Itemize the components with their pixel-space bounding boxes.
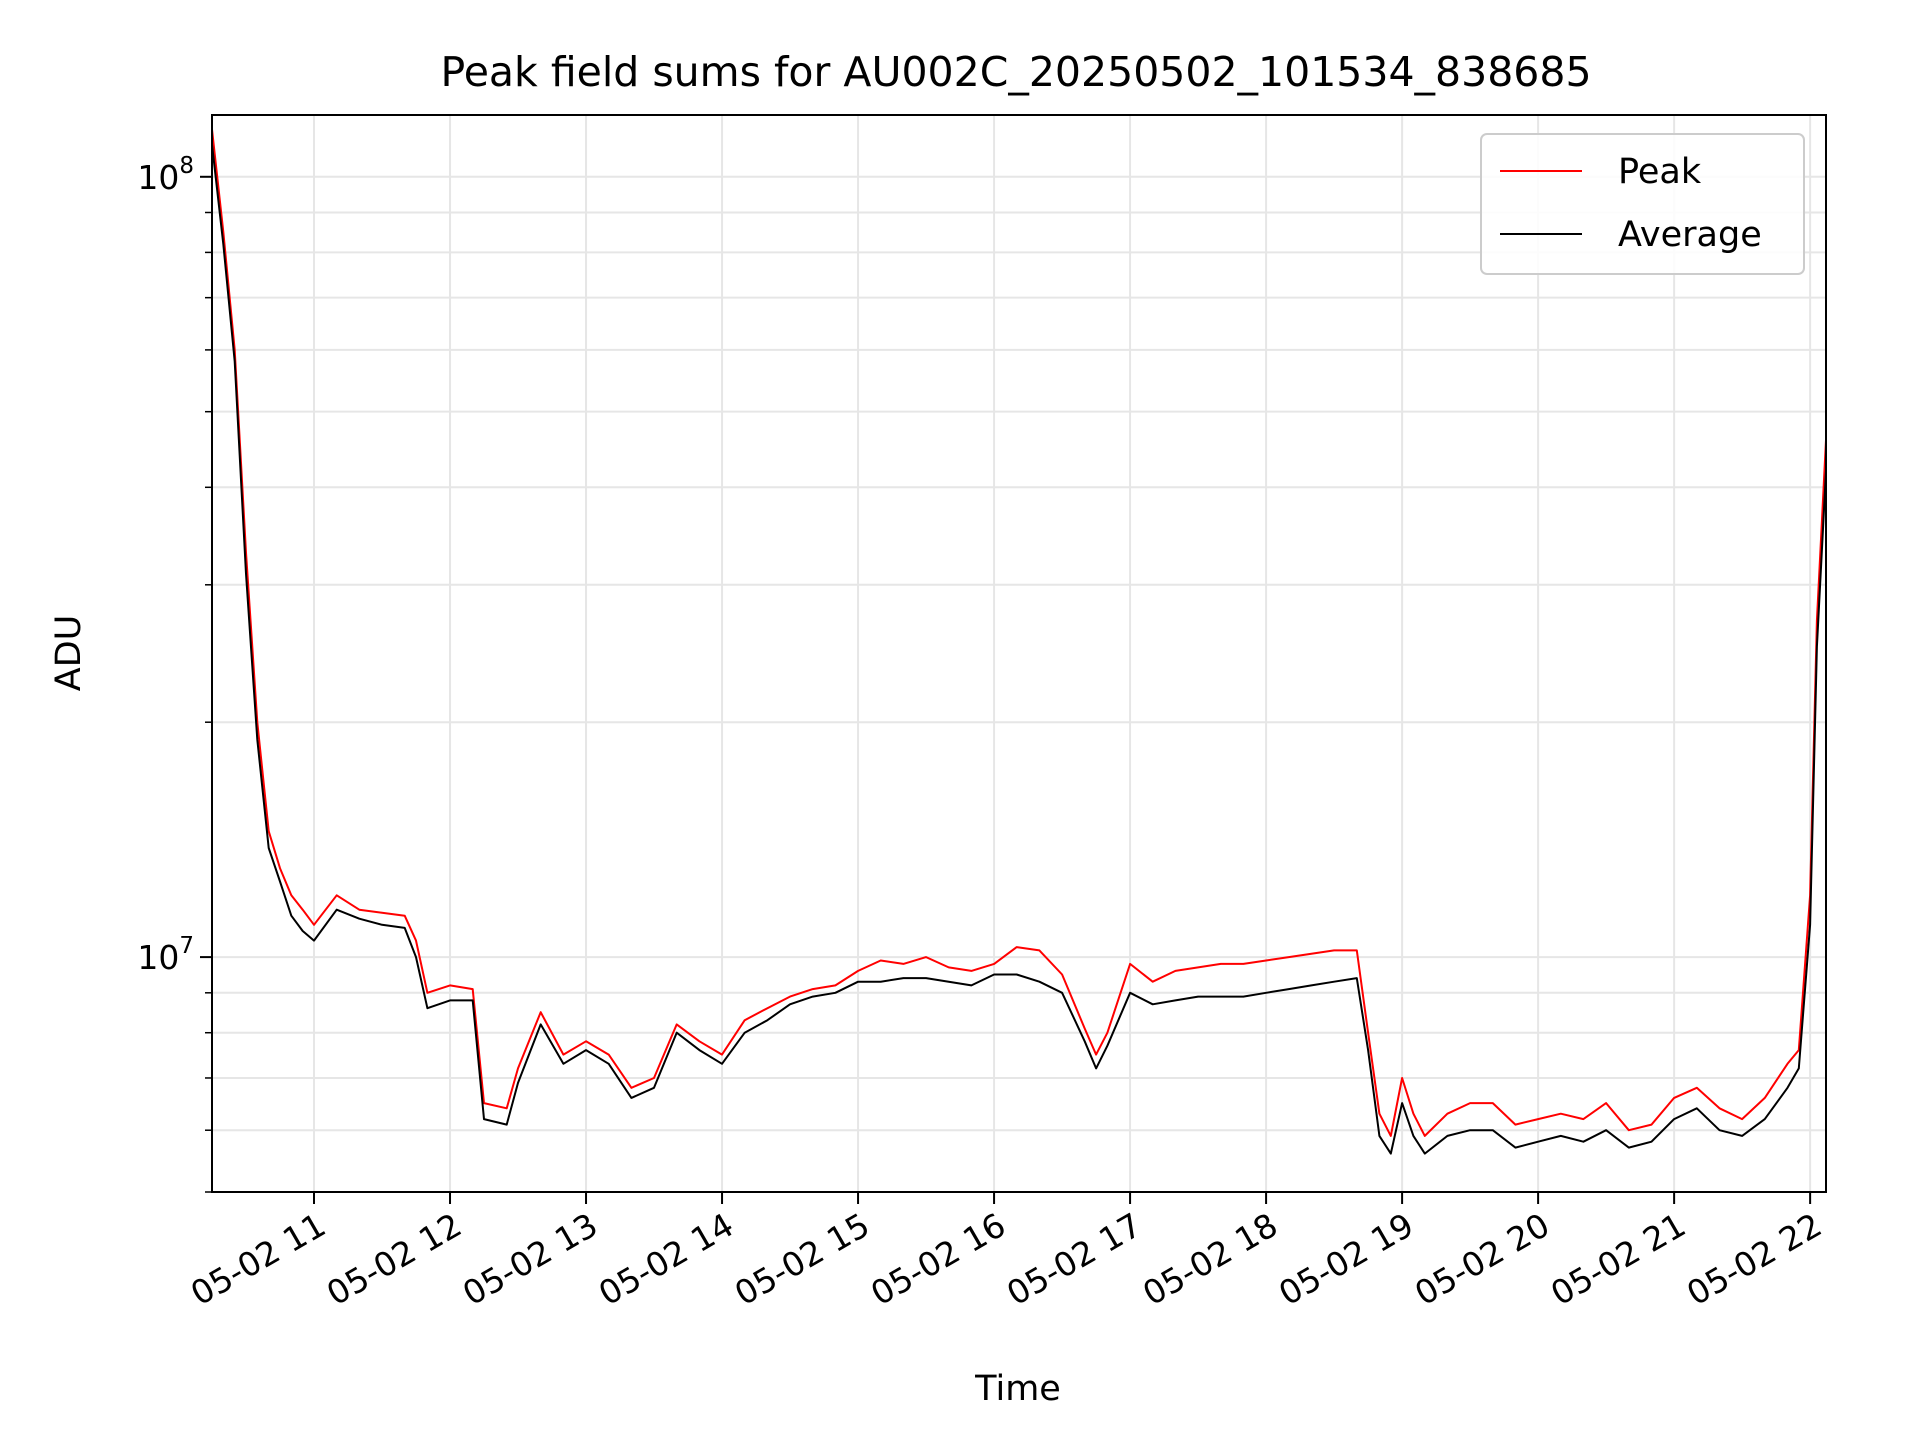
y-tick-label: 108 bbox=[137, 153, 194, 197]
y-axis-label: ADU bbox=[49, 615, 89, 692]
series-layer bbox=[211, 129, 1827, 1155]
plot-frame bbox=[211, 114, 1827, 1193]
legend-label-average: Average bbox=[1618, 215, 1762, 255]
legend-label-peak: Peak bbox=[1618, 152, 1702, 192]
series-line-average bbox=[211, 144, 1827, 1155]
x-axis-label: Time bbox=[974, 1369, 1061, 1409]
y-axis: 107 108 bbox=[137, 153, 212, 1193]
legend-box bbox=[1480, 133, 1805, 275]
legend: Peak Average bbox=[1480, 133, 1805, 275]
series-line-peak bbox=[211, 129, 1827, 1137]
chart-title: Peak field sums for AU002C_20250502_1015… bbox=[440, 48, 1591, 96]
y-tick-label: 107 bbox=[137, 933, 194, 977]
